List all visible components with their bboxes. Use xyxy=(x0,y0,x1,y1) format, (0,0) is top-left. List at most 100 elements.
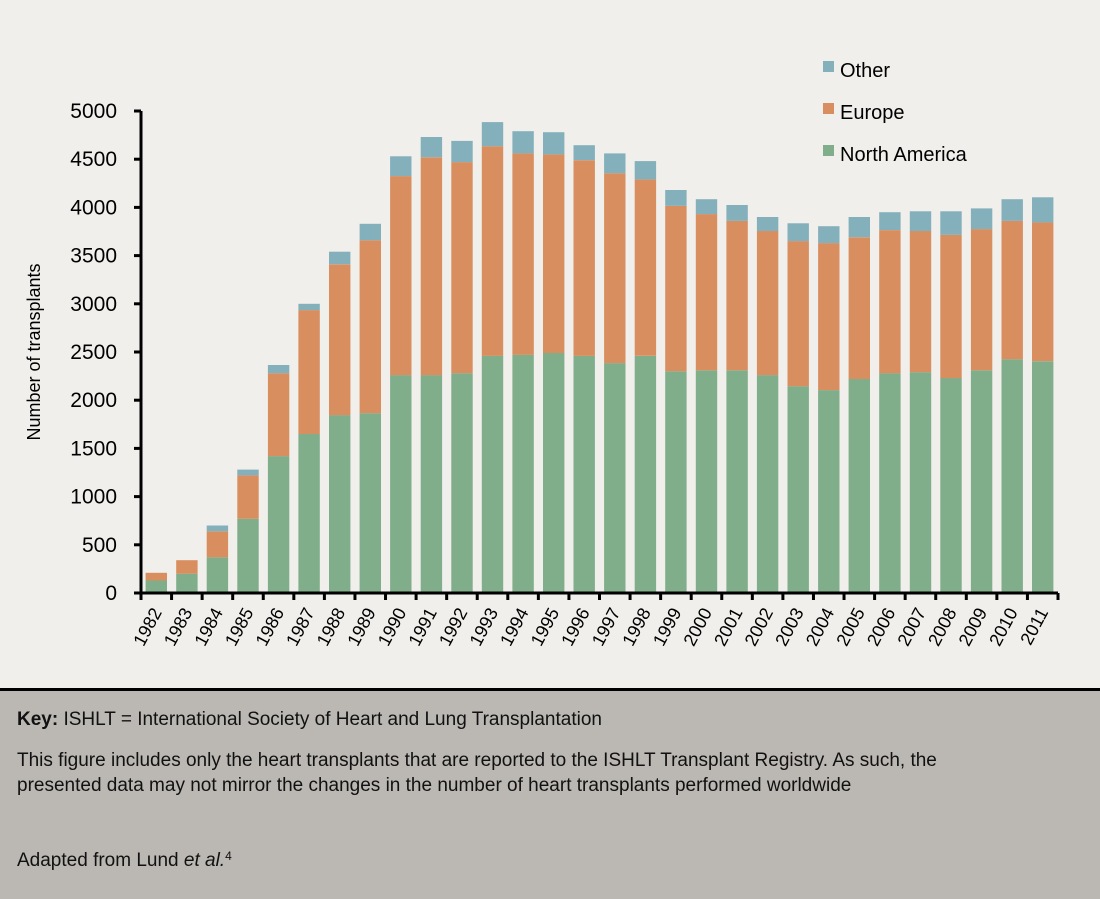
bar-segment-europe-2011 xyxy=(1032,222,1054,362)
divider xyxy=(0,688,1100,691)
x-tick-label: 1999 xyxy=(649,604,685,649)
x-tick-label: 2000 xyxy=(680,604,716,649)
bar-segment-other-2001 xyxy=(726,205,748,221)
bar-segment-north-america-1998 xyxy=(634,355,657,593)
bar-segment-north-america-1983 xyxy=(176,573,198,593)
bar-segment-europe-1997 xyxy=(604,173,626,364)
bar-segment-europe-2005 xyxy=(848,237,870,379)
bar-segment-north-america-2008 xyxy=(940,378,962,593)
x-tick-label: 1995 xyxy=(527,604,563,649)
bar-segment-other-1991 xyxy=(420,137,443,158)
bar-segment-other-1999 xyxy=(665,190,687,206)
bar-segment-north-america-2000 xyxy=(695,370,718,593)
x-tick-label: 1992 xyxy=(435,604,471,649)
y-tick-label: 4500 xyxy=(70,148,117,171)
source-ref: 4 xyxy=(225,849,232,863)
legend-label-north-america: North America xyxy=(840,144,968,166)
y-tick-label: 1500 xyxy=(70,437,117,460)
bar-segment-other-2002 xyxy=(756,217,779,231)
caption-key: Key: ISHLT = International Society of He… xyxy=(17,707,602,732)
bar-segment-other-2006 xyxy=(879,212,901,230)
x-tick-label: 2011 xyxy=(1016,604,1052,648)
y-tick-label: 2000 xyxy=(70,389,117,412)
bar-segment-north-america-1989 xyxy=(359,413,381,593)
source-italic: et al. xyxy=(183,850,226,871)
bar-segment-europe-2008 xyxy=(940,234,962,379)
x-tick-label: 2009 xyxy=(955,604,991,649)
bar-segment-north-america-2006 xyxy=(879,373,901,593)
bar-segment-north-america-2002 xyxy=(756,375,779,593)
bar-segment-europe-2002 xyxy=(756,231,779,376)
bar-segment-other-1986 xyxy=(267,365,290,374)
x-tick-label: 2006 xyxy=(863,604,899,649)
y-axis-label: Number of transplants xyxy=(24,263,44,440)
bar-segment-other-2007 xyxy=(909,211,932,232)
bar-segment-other-1996 xyxy=(573,145,595,161)
y-tick-label: 500 xyxy=(82,534,117,557)
y-tick-label: 0 xyxy=(105,582,117,605)
bar-segment-north-america-1982 xyxy=(145,580,167,593)
x-tick-label: 1986 xyxy=(252,604,288,649)
bar-segment-north-america-1993 xyxy=(481,355,504,593)
x-tick-label: 2005 xyxy=(832,604,868,649)
bar-segment-europe-2009 xyxy=(970,229,993,371)
legend-label-other: Other xyxy=(840,60,890,82)
x-tick-label: 1991 xyxy=(404,604,440,649)
chart-area: 0 500 1000 1500 2000 2500 3000 3500 4000 4500 5000… xyxy=(24,60,1060,650)
x-tick-label: 2010 xyxy=(985,604,1021,649)
bar-segment-europe-1988 xyxy=(329,264,351,416)
bar-segment-other-2000 xyxy=(695,199,718,215)
x-tick-label: 1989 xyxy=(343,604,379,649)
bar-segment-north-america-2011 xyxy=(1032,361,1054,593)
legend-swatch-europe xyxy=(823,103,834,114)
bar-segment-other-1989 xyxy=(359,223,381,241)
bar-segment-europe-1983 xyxy=(176,560,198,574)
bar-segment-other-2004 xyxy=(818,226,840,244)
bar-segment-other-1987 xyxy=(298,303,320,311)
caption-note: This figure includes only the heart tran… xyxy=(17,750,937,796)
bar-segment-europe-1989 xyxy=(359,240,381,414)
caption-source: Adapted from Lund et al.4 xyxy=(17,848,232,873)
bar-segment-other-1990 xyxy=(390,156,412,177)
bar-segment-europe-1984 xyxy=(206,531,229,558)
x-tick-label: 1985 xyxy=(221,604,257,649)
y-tick-label: 4000 xyxy=(70,196,117,219)
y-tick-label: 2500 xyxy=(70,341,117,364)
bar-segment-north-america-1984 xyxy=(206,557,229,593)
bar-segment-north-america-1990 xyxy=(390,375,412,593)
bar-segment-north-america-2010 xyxy=(1001,359,1023,593)
bar-segment-north-america-1986 xyxy=(267,456,290,593)
bar-segment-other-1988 xyxy=(329,251,351,265)
bar-segment-europe-1982 xyxy=(145,572,167,581)
x-tick-label: 1994 xyxy=(496,604,532,649)
bar-segment-europe-1986 xyxy=(267,373,290,457)
bar-segment-other-2005 xyxy=(848,217,870,238)
bar-segment-europe-1996 xyxy=(573,160,595,356)
legend-swatch-other xyxy=(823,61,834,72)
bar-segment-other-1997 xyxy=(604,153,626,174)
bar-segment-europe-1995 xyxy=(543,154,565,353)
x-tick-label: 1990 xyxy=(374,604,410,649)
bar-segment-north-america-1985 xyxy=(237,518,259,593)
bar-segment-other-2009 xyxy=(970,208,993,230)
bar-segment-north-america-1991 xyxy=(420,375,443,593)
legend-swatch-north-america xyxy=(823,145,834,156)
bar-segment-north-america-1987 xyxy=(298,433,320,593)
bar-segment-other-1985 xyxy=(237,469,259,476)
bar-segment-north-america-1999 xyxy=(665,371,687,593)
x-tick-label: 1987 xyxy=(282,604,318,649)
x-tick-label: 1998 xyxy=(618,604,654,649)
bar-segment-europe-1991 xyxy=(420,157,443,376)
x-tick-label: 1982 xyxy=(129,604,165,649)
bar-segment-europe-2001 xyxy=(726,220,748,371)
bar-segment-other-1993 xyxy=(481,122,504,147)
bar-segment-north-america-1992 xyxy=(451,373,473,593)
bar-segment-other-2010 xyxy=(1001,199,1023,221)
bar-segment-north-america-2005 xyxy=(848,379,870,593)
x-tick-label: 1988 xyxy=(313,604,349,649)
legend-label-europe: Europe xyxy=(840,102,905,124)
bar-segment-europe-2010 xyxy=(1001,220,1023,360)
bar-segment-north-america-1994 xyxy=(512,354,534,593)
bar-segment-other-2008 xyxy=(940,211,962,235)
x-tick-label: 2008 xyxy=(924,604,960,649)
